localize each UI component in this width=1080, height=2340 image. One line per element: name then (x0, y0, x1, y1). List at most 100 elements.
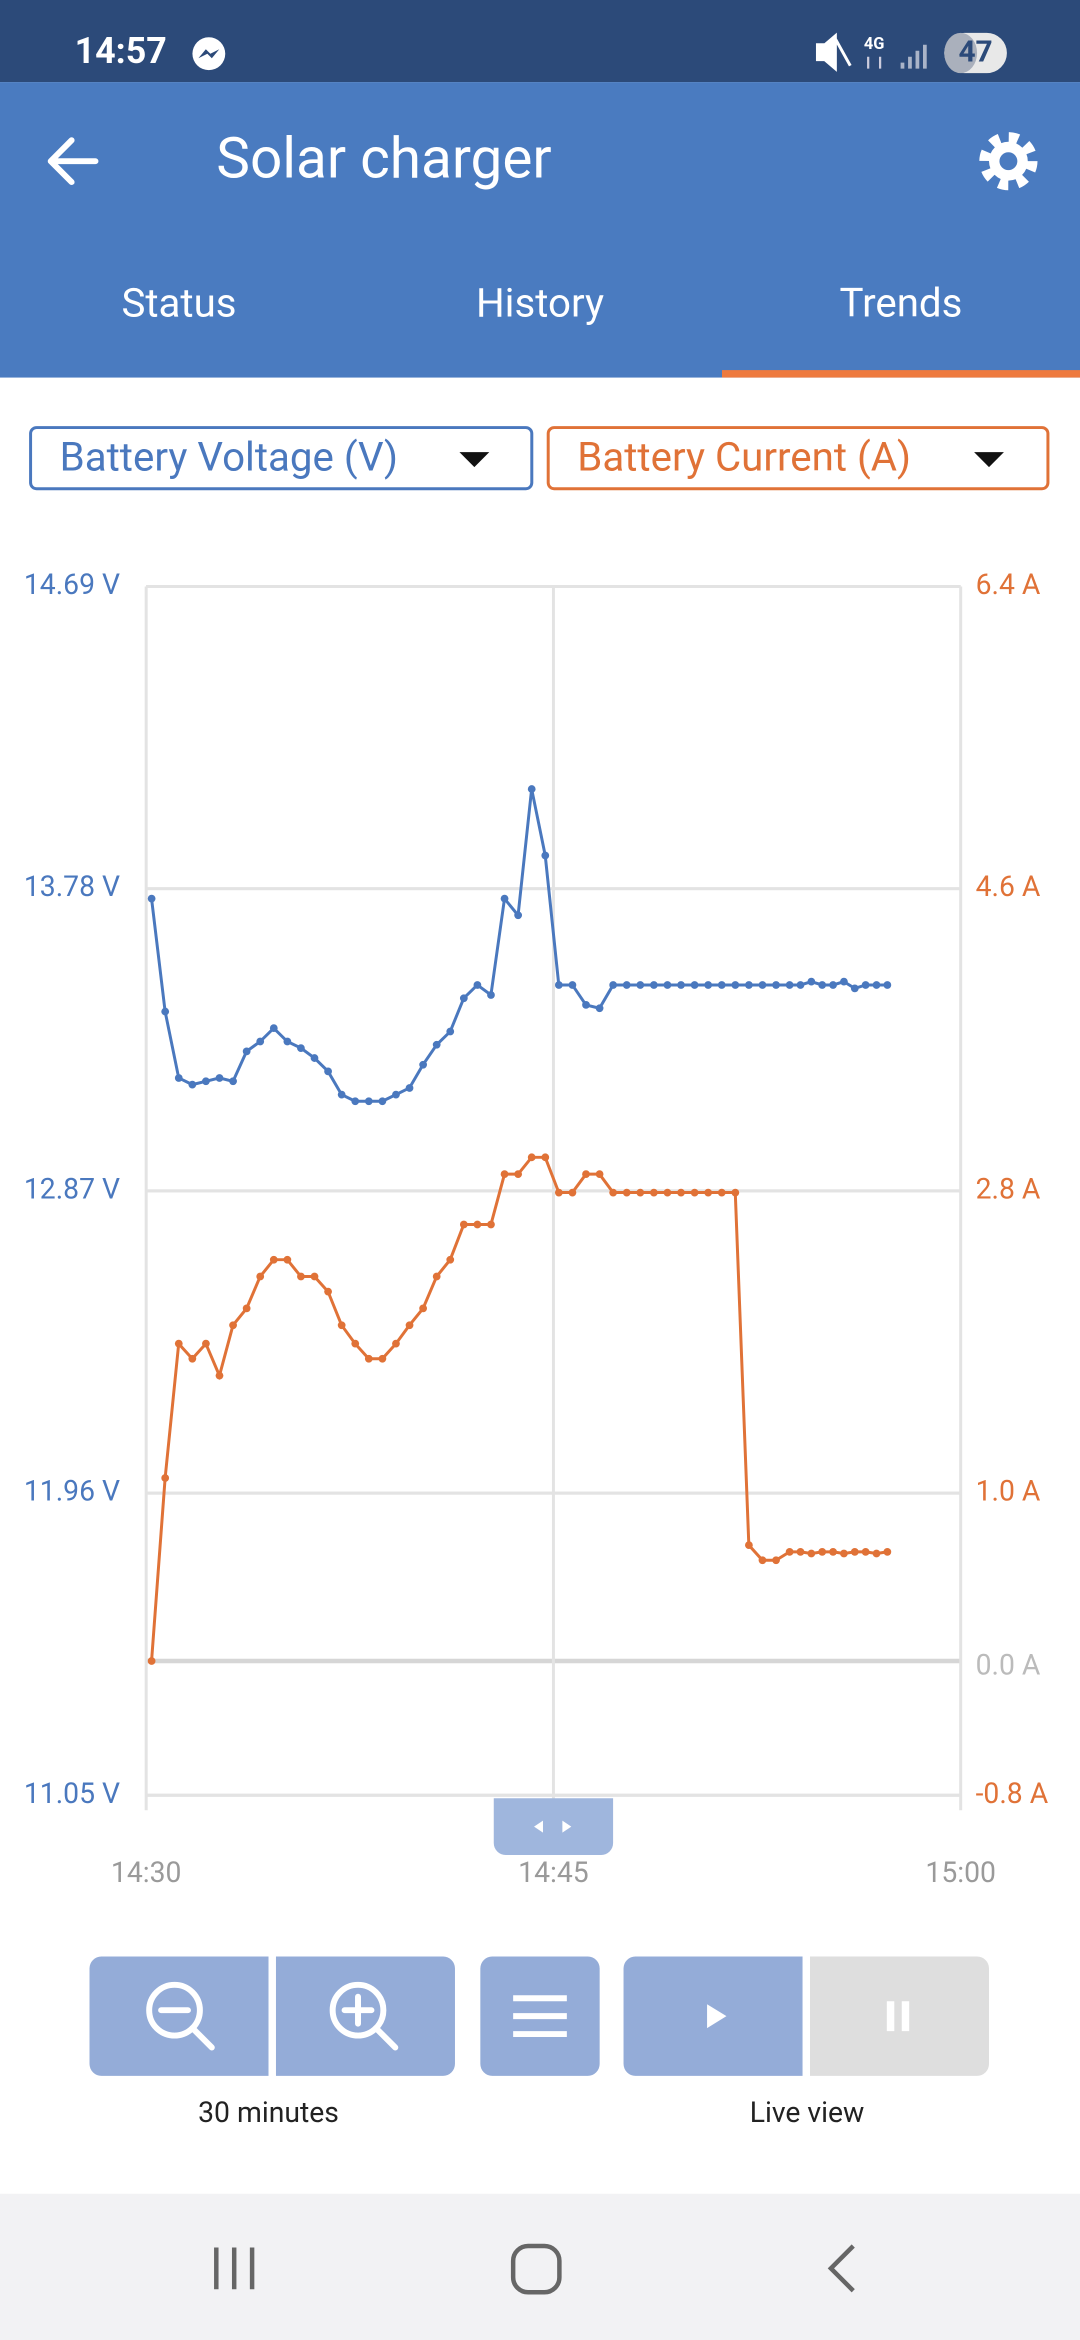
data-point (772, 1556, 780, 1565)
signal-icon (900, 44, 927, 69)
scroll-handle[interactable] (493, 1798, 614, 1855)
dropdown-arrow (974, 452, 1004, 468)
series-line (150, 1155, 888, 1662)
data-point (622, 1188, 631, 1197)
data-point (527, 1153, 536, 1162)
handle-arrows (534, 1820, 572, 1833)
data-point (818, 1547, 827, 1556)
data-point (378, 1097, 387, 1106)
menu-button[interactable] (480, 1956, 600, 2076)
data-point (568, 981, 577, 989)
dropdown-arrow (459, 452, 490, 468)
data-point (473, 981, 482, 989)
data-point (772, 981, 780, 989)
data-point (514, 911, 523, 920)
data-point (861, 981, 870, 989)
home-button[interactable] (510, 2243, 562, 2295)
play-button[interactable] (623, 1956, 803, 2076)
selector-text: Battery Voltage (V) (60, 433, 398, 480)
mute-icon (815, 32, 852, 72)
data-point (337, 1321, 346, 1330)
data-point (419, 1304, 427, 1313)
zoom-in-button[interactable] (275, 1956, 455, 2076)
data-point (392, 1339, 400, 1348)
data-point (609, 981, 618, 989)
data-point (872, 981, 881, 989)
current-selector[interactable]: Battery Current (A) (546, 426, 1050, 491)
handle-body (493, 1798, 614, 1855)
data-point (717, 981, 726, 989)
data-point (554, 1188, 563, 1197)
data-point (487, 1220, 495, 1229)
data-point (861, 1547, 870, 1556)
y-tick-label: 13.78 V (24, 870, 120, 903)
data-point (514, 1170, 523, 1178)
network-type: 4G (864, 35, 885, 54)
data-point (840, 977, 848, 986)
back-button[interactable] (47, 137, 99, 186)
data-point (595, 1004, 604, 1013)
data-point (229, 1321, 237, 1330)
data-point (161, 1007, 170, 1016)
data-point (850, 984, 859, 993)
data-point (364, 1097, 373, 1106)
tab-selected[interactable]: Trends (840, 280, 963, 327)
data-point (690, 1188, 699, 1197)
y-tick-label: 14.69 V (24, 568, 120, 601)
data-point (405, 1321, 414, 1330)
data-point (595, 1170, 604, 1178)
data-point (378, 1354, 387, 1363)
live-label: Live view (750, 2096, 865, 2129)
data-point (324, 1067, 332, 1076)
data-point (310, 1054, 319, 1062)
data-point (677, 981, 685, 989)
data-point (541, 851, 550, 860)
selector-text: Battery Current (A) (577, 433, 911, 480)
data-point (500, 894, 509, 903)
data-point (758, 981, 767, 989)
voltage-selector[interactable]: Battery Voltage (V) (29, 426, 534, 491)
menu-icon (513, 1995, 567, 2038)
data-point (269, 1255, 278, 1264)
data-point (229, 1077, 237, 1086)
data-point (242, 1304, 251, 1313)
pause-button[interactable] (810, 1956, 990, 2076)
nav-back-button[interactable] (827, 2244, 855, 2293)
data-point (432, 1272, 441, 1281)
data-point (840, 1549, 848, 1558)
data-arrows (867, 56, 882, 69)
magnifier (146, 1981, 203, 2039)
y2-tick-label: 6.4 A (976, 568, 1041, 601)
data-point (487, 991, 495, 999)
data-point (568, 1188, 577, 1197)
data-point (622, 981, 631, 989)
data-point (147, 1657, 156, 1665)
data-point (283, 1255, 292, 1264)
y2-tick-label: 0.0 A (976, 1648, 1041, 1681)
magnifier (329, 1981, 387, 2039)
y2-tick-label: 2.8 A (976, 1172, 1041, 1205)
data-point (432, 1040, 441, 1049)
data-point (717, 1188, 726, 1197)
data-point (174, 1339, 183, 1348)
magnifier-detail (341, 1993, 399, 2051)
y2-tick-label: -0.8 A (976, 1777, 1049, 1810)
y-tick-label: 11.96 V (24, 1475, 120, 1508)
data-point (174, 1074, 183, 1082)
tab[interactable]: Status (121, 280, 236, 327)
data-point (297, 1272, 305, 1281)
data-point (636, 981, 645, 989)
data-point (690, 981, 699, 989)
data-point (731, 981, 740, 989)
series-line (150, 788, 888, 1103)
zoom-out-button[interactable] (89, 1956, 269, 2076)
tab[interactable]: History (476, 280, 604, 327)
data-point (405, 1084, 414, 1092)
data-point (351, 1097, 360, 1106)
data-point (310, 1272, 319, 1281)
data-point (883, 981, 892, 989)
data-point (663, 981, 672, 989)
app-title: Solar charger (216, 125, 551, 192)
data-point (215, 1074, 224, 1082)
recents-button[interactable] (214, 2247, 255, 2290)
